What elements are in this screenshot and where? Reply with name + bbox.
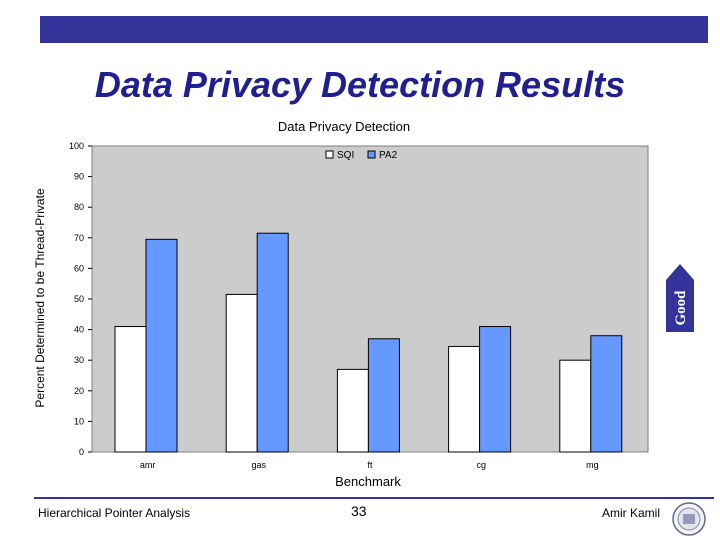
university-seal-icon — [672, 502, 706, 536]
good-arrow-label: Good — [673, 290, 689, 326]
legend-box — [322, 148, 408, 162]
bar-pa2-cg — [479, 326, 512, 453]
bar-sqi-amr — [114, 326, 147, 453]
x-tick-label: mg — [586, 460, 599, 470]
bar-pa2-ft — [367, 338, 400, 453]
y-tick-label: 80 — [74, 202, 84, 212]
x-tick-label: cg — [476, 460, 486, 470]
top-banner-bar — [40, 16, 708, 43]
y-tick-label: 0 — [79, 447, 84, 457]
good-arrow-icon: Good — [666, 264, 694, 332]
x-axis-label: Benchmark — [335, 474, 401, 489]
bar-sqi-mg — [559, 359, 592, 453]
y-tick-label: 30 — [74, 355, 84, 365]
legend-swatch-sqi — [325, 150, 334, 159]
x-tick-label: amr — [140, 460, 156, 470]
bar-pa2-gas — [256, 232, 289, 453]
y-tick-label: 100 — [69, 141, 84, 151]
legend-label-sqi: SQI — [337, 150, 354, 161]
legend-label-pa2: PA2 — [379, 150, 398, 161]
bar-chart: Data Privacy Detection Percent Determine… — [33, 119, 649, 489]
page-number: 33 — [351, 503, 367, 519]
bar-sqi-cg — [448, 345, 481, 453]
y-tick-label: 20 — [74, 386, 84, 396]
y-tick-label: 70 — [74, 233, 84, 243]
y-tick-label: 40 — [74, 325, 84, 335]
y-axis-label: Percent Determined to be Thread-Private — [33, 188, 47, 408]
y-tick-label: 60 — [74, 263, 84, 273]
x-tick-label: ft — [367, 460, 373, 470]
y-tick-label: 10 — [74, 416, 84, 426]
bar-pa2-mg — [590, 335, 623, 453]
bar-pa2-amr — [145, 238, 178, 453]
y-tick-label: 50 — [74, 294, 84, 304]
bar-sqi-ft — [336, 368, 369, 453]
slide-title: Data Privacy Detection Results — [94, 64, 626, 105]
footer-course-title: Hierarchical Pointer Analysis — [38, 506, 191, 520]
footer-divider — [34, 497, 714, 499]
chart-title: Data Privacy Detection — [278, 119, 410, 134]
bar-sqi-gas — [225, 293, 258, 453]
x-tick-label: gas — [252, 460, 267, 470]
author-name: Amir Kamil — [602, 506, 661, 520]
y-tick-label: 90 — [74, 172, 84, 182]
legend-swatch-pa2 — [367, 150, 376, 159]
legend: SQI PA2 — [322, 148, 408, 162]
